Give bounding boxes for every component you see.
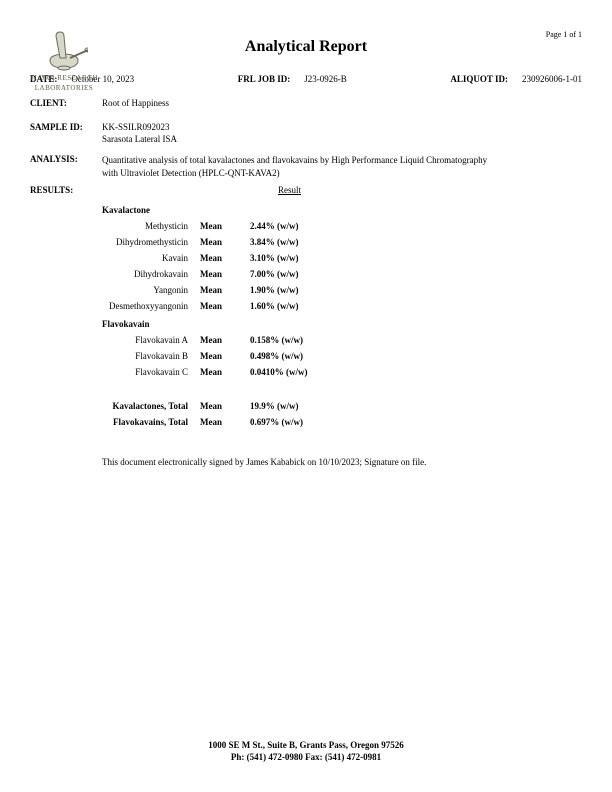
- mean-label: Mean: [200, 351, 250, 361]
- table-row: Methysticin Mean 2.44% (w/w): [30, 221, 582, 231]
- table-row: Flavokavain B Mean 0.498% (w/w): [30, 351, 582, 361]
- total-name: Kavalactones, Total: [30, 401, 200, 411]
- analyte-value: 3.84% (w/w): [250, 237, 370, 247]
- kavalactone-header: Kavalactone: [102, 205, 582, 215]
- mean-label: Mean: [200, 367, 250, 377]
- analyte-value: 1.60% (w/w): [250, 301, 370, 311]
- results-label: RESULTS:: [30, 185, 102, 195]
- analysis-row: ANALYSIS: Quantitative analysis of total…: [30, 154, 582, 179]
- footer: 1000 SE M St., Suite B, Grants Pass, Ore…: [0, 739, 612, 764]
- mean-label: Mean: [200, 253, 250, 263]
- job-value: J23-0926-B: [304, 74, 347, 84]
- flavokavain-header: Flavokavain: [102, 319, 582, 329]
- sample-row: SAMPLE ID: KK-SSILR092023 Sarasota Later…: [30, 122, 582, 144]
- mean-label: Mean: [200, 301, 250, 311]
- client-value: Root of Happiness: [102, 98, 169, 108]
- results-row: RESULTS: Result: [30, 185, 582, 195]
- total-value: 0.697% (w/w): [250, 417, 370, 427]
- analyte-value: 7.00% (w/w): [250, 269, 370, 279]
- lab-logo: FLORA RESEARCH LABORATORIES: [30, 28, 98, 92]
- analyte-name: Yangonin: [30, 285, 200, 295]
- table-row: Dihydromethysticin Mean 3.84% (w/w): [30, 237, 582, 247]
- aliquot-label: ALIQUOT ID:: [450, 74, 508, 84]
- mean-label: Mean: [200, 221, 250, 231]
- sample-value: KK-SSILR092023: [102, 122, 177, 132]
- mean-label: Mean: [200, 285, 250, 295]
- analyte-value: 0.158% (w/w): [250, 335, 370, 345]
- analyte-value: 3.10% (w/w): [250, 253, 370, 263]
- logo-text-1: FLORA RESEARCH: [30, 74, 98, 82]
- result-column-header: Result: [278, 185, 301, 195]
- total-row: Kavalactones, Total Mean 19.9% (w/w): [30, 401, 582, 411]
- page-number: Page 1 of 1: [546, 30, 582, 39]
- analysis-value: Quantitative analysis of total kavalacto…: [102, 154, 502, 179]
- analyte-name: Flavokavain C: [30, 367, 200, 377]
- analyte-name: Flavokavain A: [30, 335, 200, 345]
- client-label: CLIENT:: [30, 98, 102, 108]
- report-title: Analytical Report: [30, 38, 582, 56]
- mean-label: Mean: [200, 237, 250, 247]
- total-value: 19.9% (w/w): [250, 401, 370, 411]
- job-label: FRL JOB ID:: [238, 74, 291, 84]
- table-row: Flavokavain C Mean 0.0410% (w/w): [30, 367, 582, 377]
- total-name: Flavokavains, Total: [30, 417, 200, 427]
- analyte-name: Dihydrokavain: [30, 269, 200, 279]
- analyte-value: 0.498% (w/w): [250, 351, 370, 361]
- sample-sub: Sarasota Lateral ISA: [102, 134, 177, 144]
- signature-line: This document electronically signed by J…: [102, 457, 582, 467]
- table-row: Dihydrokavain Mean 7.00% (w/w): [30, 269, 582, 279]
- analyte-name: Flavokavain B: [30, 351, 200, 361]
- client-row: CLIENT: Root of Happiness: [30, 98, 582, 108]
- totals-block: Kavalactones, Total Mean 19.9% (w/w) Fla…: [30, 401, 582, 427]
- mean-label: Mean: [200, 417, 250, 427]
- footer-phone: Ph: (541) 472-0980 Fax: (541) 472-0981: [0, 751, 612, 764]
- total-row: Flavokavains, Total Mean 0.697% (w/w): [30, 417, 582, 427]
- mean-label: Mean: [200, 269, 250, 279]
- analysis-label: ANALYSIS:: [30, 154, 102, 179]
- table-row: Desmethoxyyangonin Mean 1.60% (w/w): [30, 301, 582, 311]
- footer-address: 1000 SE M St., Suite B, Grants Pass, Ore…: [0, 739, 612, 752]
- analyte-name: Dihydromethysticin: [30, 237, 200, 247]
- analyte-value: 0.0410% (w/w): [250, 367, 370, 377]
- aliquot-value: 230926006-1-01: [522, 74, 582, 84]
- analyte-name: Kavain: [30, 253, 200, 263]
- table-row: Yangonin Mean 1.90% (w/w): [30, 285, 582, 295]
- analyte-name: Methysticin: [30, 221, 200, 231]
- analyte-value: 1.90% (w/w): [250, 285, 370, 295]
- mean-label: Mean: [200, 401, 250, 411]
- analyte-value: 2.44% (w/w): [250, 221, 370, 231]
- analyte-name: Desmethoxyyangonin: [30, 301, 200, 311]
- mean-label: Mean: [200, 335, 250, 345]
- table-row: Kavain Mean 3.10% (w/w): [30, 253, 582, 263]
- table-row: Flavokavain A Mean 0.158% (w/w): [30, 335, 582, 345]
- mortar-pestle-icon: [40, 28, 88, 72]
- sample-label: SAMPLE ID:: [30, 122, 102, 144]
- logo-text-2: LABORATORIES: [30, 84, 98, 92]
- top-meta-row: DATE: October 10, 2023 FRL JOB ID: J23-0…: [30, 74, 582, 84]
